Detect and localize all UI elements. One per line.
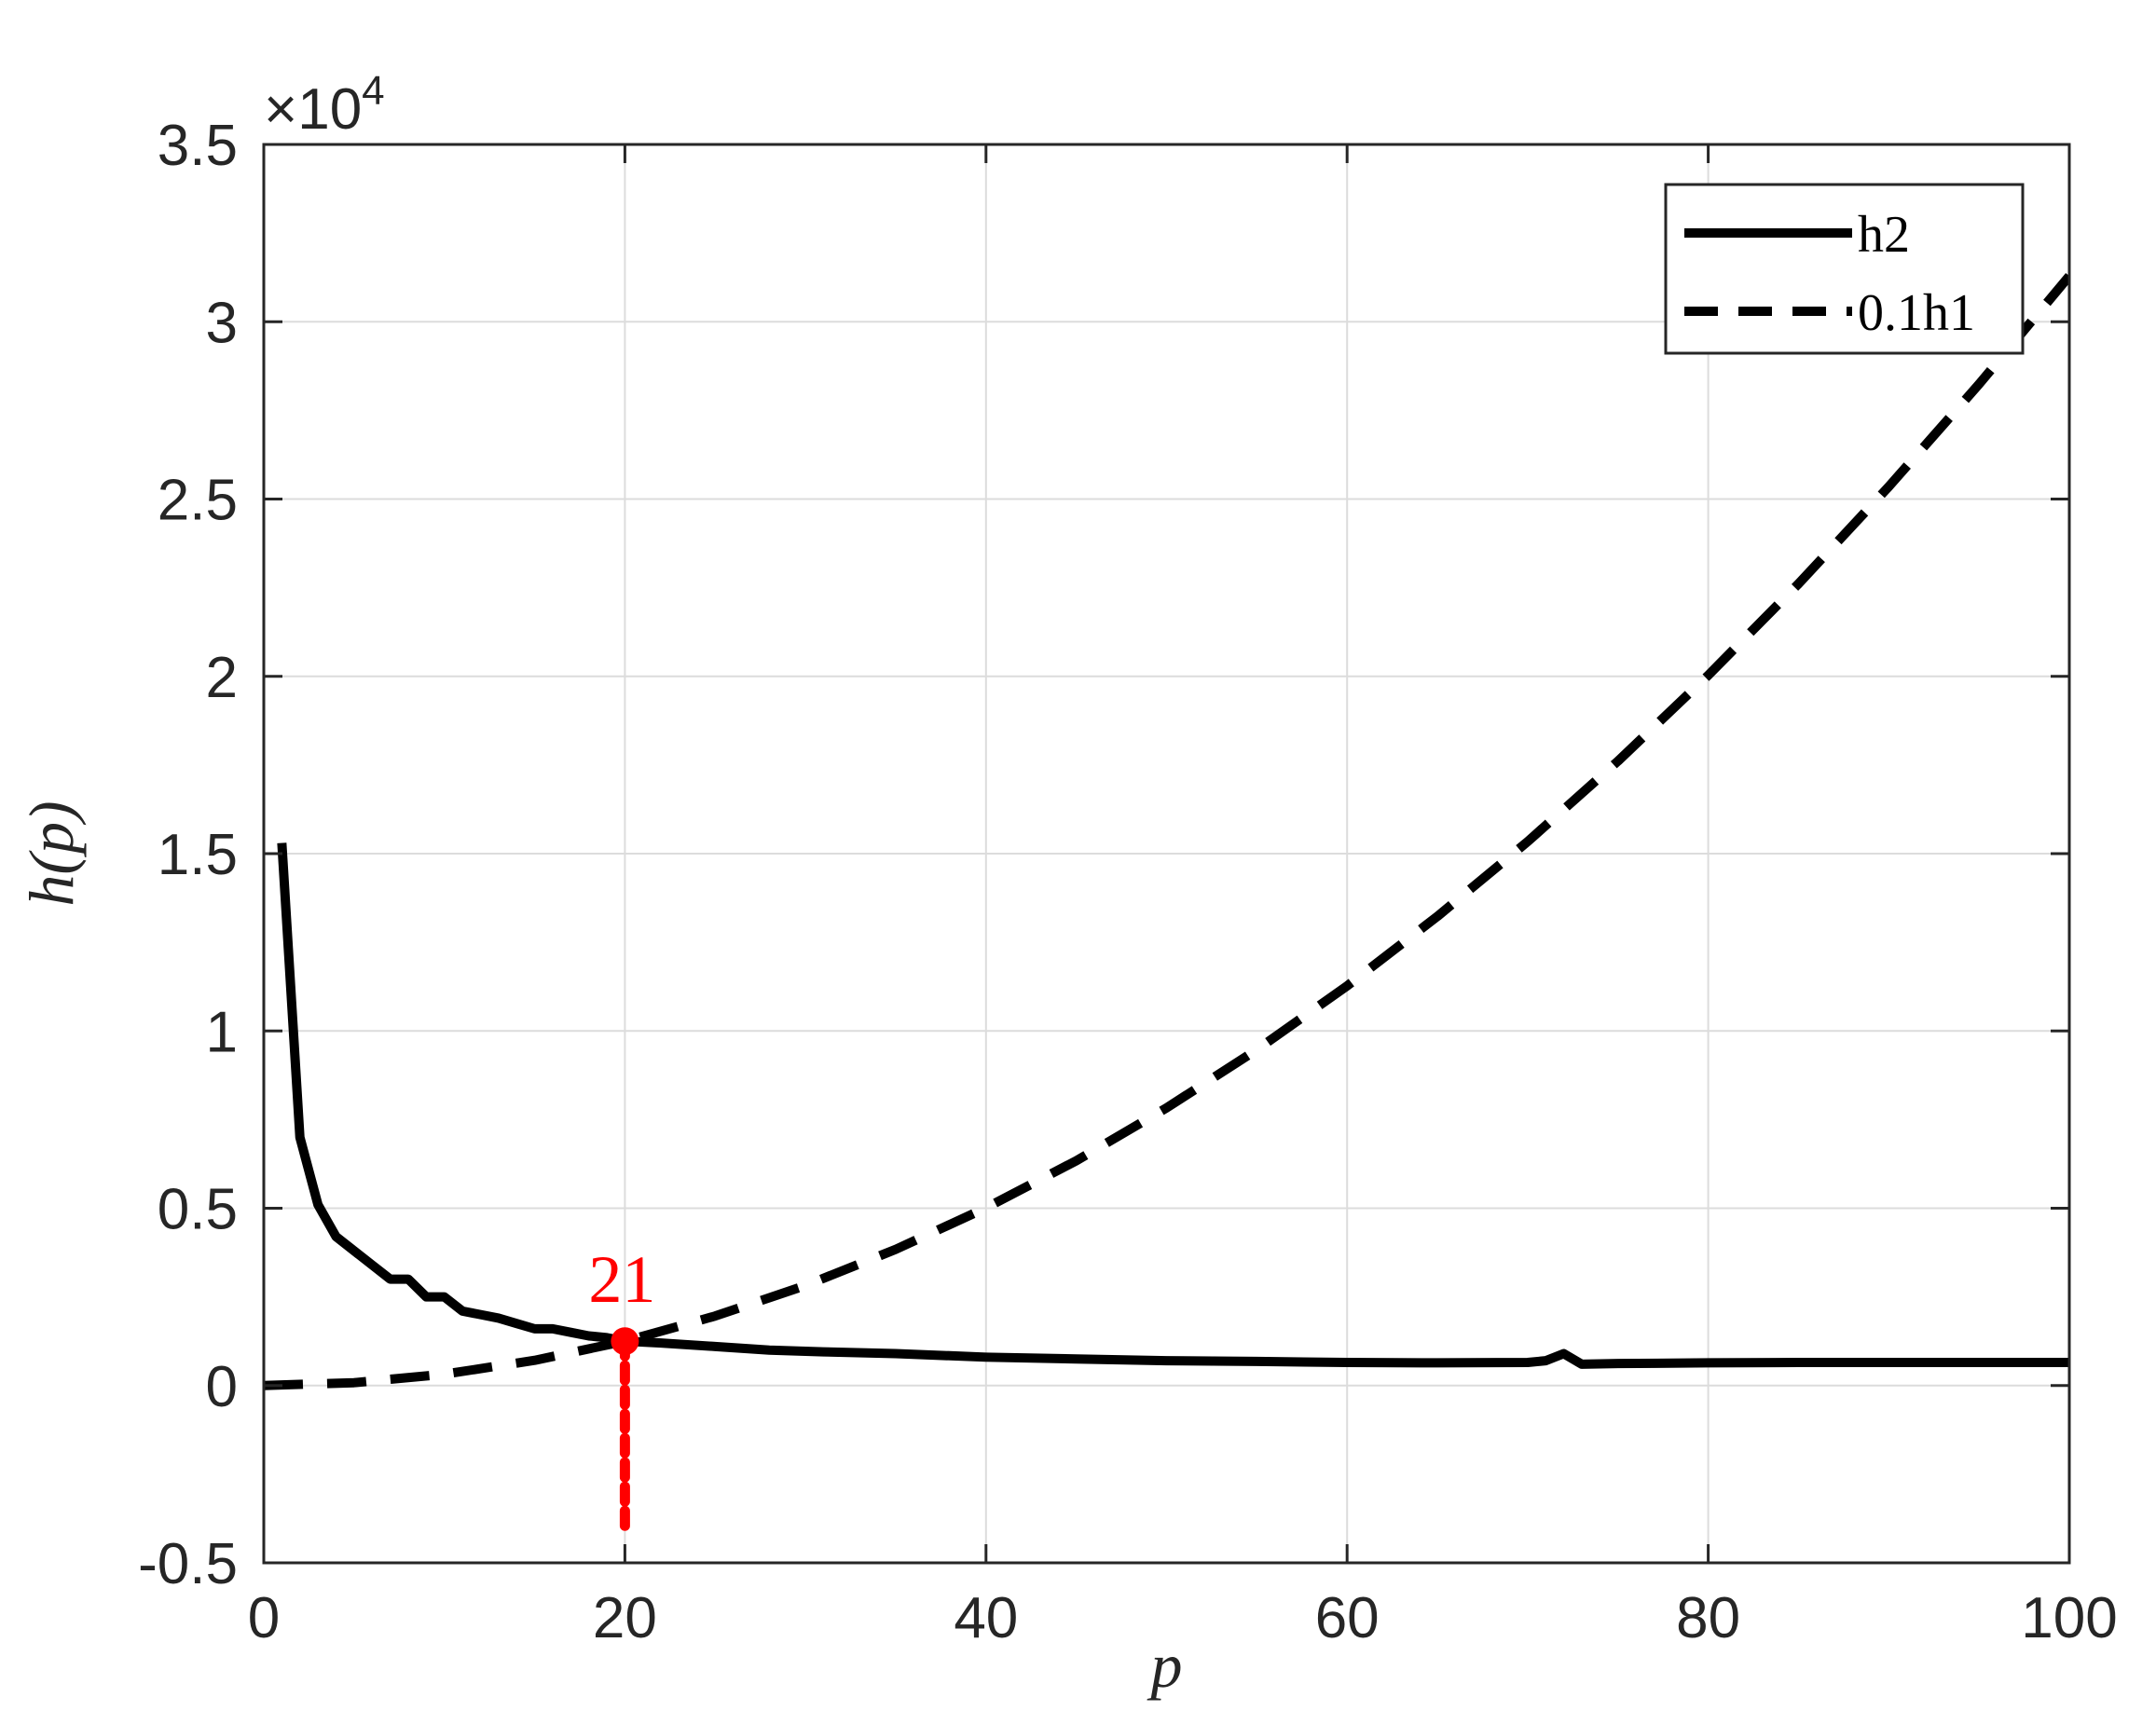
- x-axis-label: p: [1147, 1630, 1183, 1701]
- x-tick-labels: 0 20 40 60 80 100: [248, 1586, 2118, 1650]
- x-tick-label: 80: [1676, 1586, 1740, 1650]
- series-line-h2: [277, 842, 2069, 1369]
- y-tick-labels: -0.5 0 0.5 1 1.5 2 2.5 3 3.5: [138, 114, 238, 1596]
- series-layer: [264, 272, 2069, 1390]
- legend-entry: h2: [1858, 206, 1910, 264]
- y-tick-label: 3: [206, 291, 238, 355]
- exponent-power: 4: [362, 68, 384, 114]
- y-tick-label: 0: [206, 1355, 238, 1419]
- tick-marks: [262, 143, 2071, 1565]
- annotation-marker: [611, 1327, 639, 1356]
- y-tick-label: -0.5: [138, 1532, 238, 1596]
- y-tick-label: 3.5: [158, 114, 238, 178]
- y-tick-label: 1: [206, 1000, 238, 1064]
- y-tick-label: 2: [206, 646, 238, 710]
- x-tick-label: 100: [2021, 1586, 2117, 1650]
- x-tick-label: 0: [248, 1586, 280, 1650]
- y-tick-label: 2.5: [158, 469, 238, 533]
- exponent-base: ×10: [264, 77, 362, 142]
- series-line-0-1h1: [264, 272, 2069, 1390]
- legend-entry: 0.1h1: [1858, 284, 1975, 342]
- legend: h2 0.1h1: [1664, 183, 2025, 355]
- x-tick-label: 60: [1315, 1586, 1380, 1650]
- y-exponent-label: ×104: [264, 68, 385, 142]
- annotation-label: 21: [588, 1242, 655, 1317]
- x-tick-label: 20: [593, 1586, 657, 1650]
- annotation-layer: 21: [588, 1242, 655, 1540]
- x-tick-label: 40: [954, 1586, 1018, 1650]
- y-tick-label: 0.5: [158, 1178, 238, 1242]
- y-tick-label: 1.5: [158, 823, 238, 887]
- y-axis-label: h(p): [16, 801, 87, 906]
- legend-box: [1664, 183, 2025, 355]
